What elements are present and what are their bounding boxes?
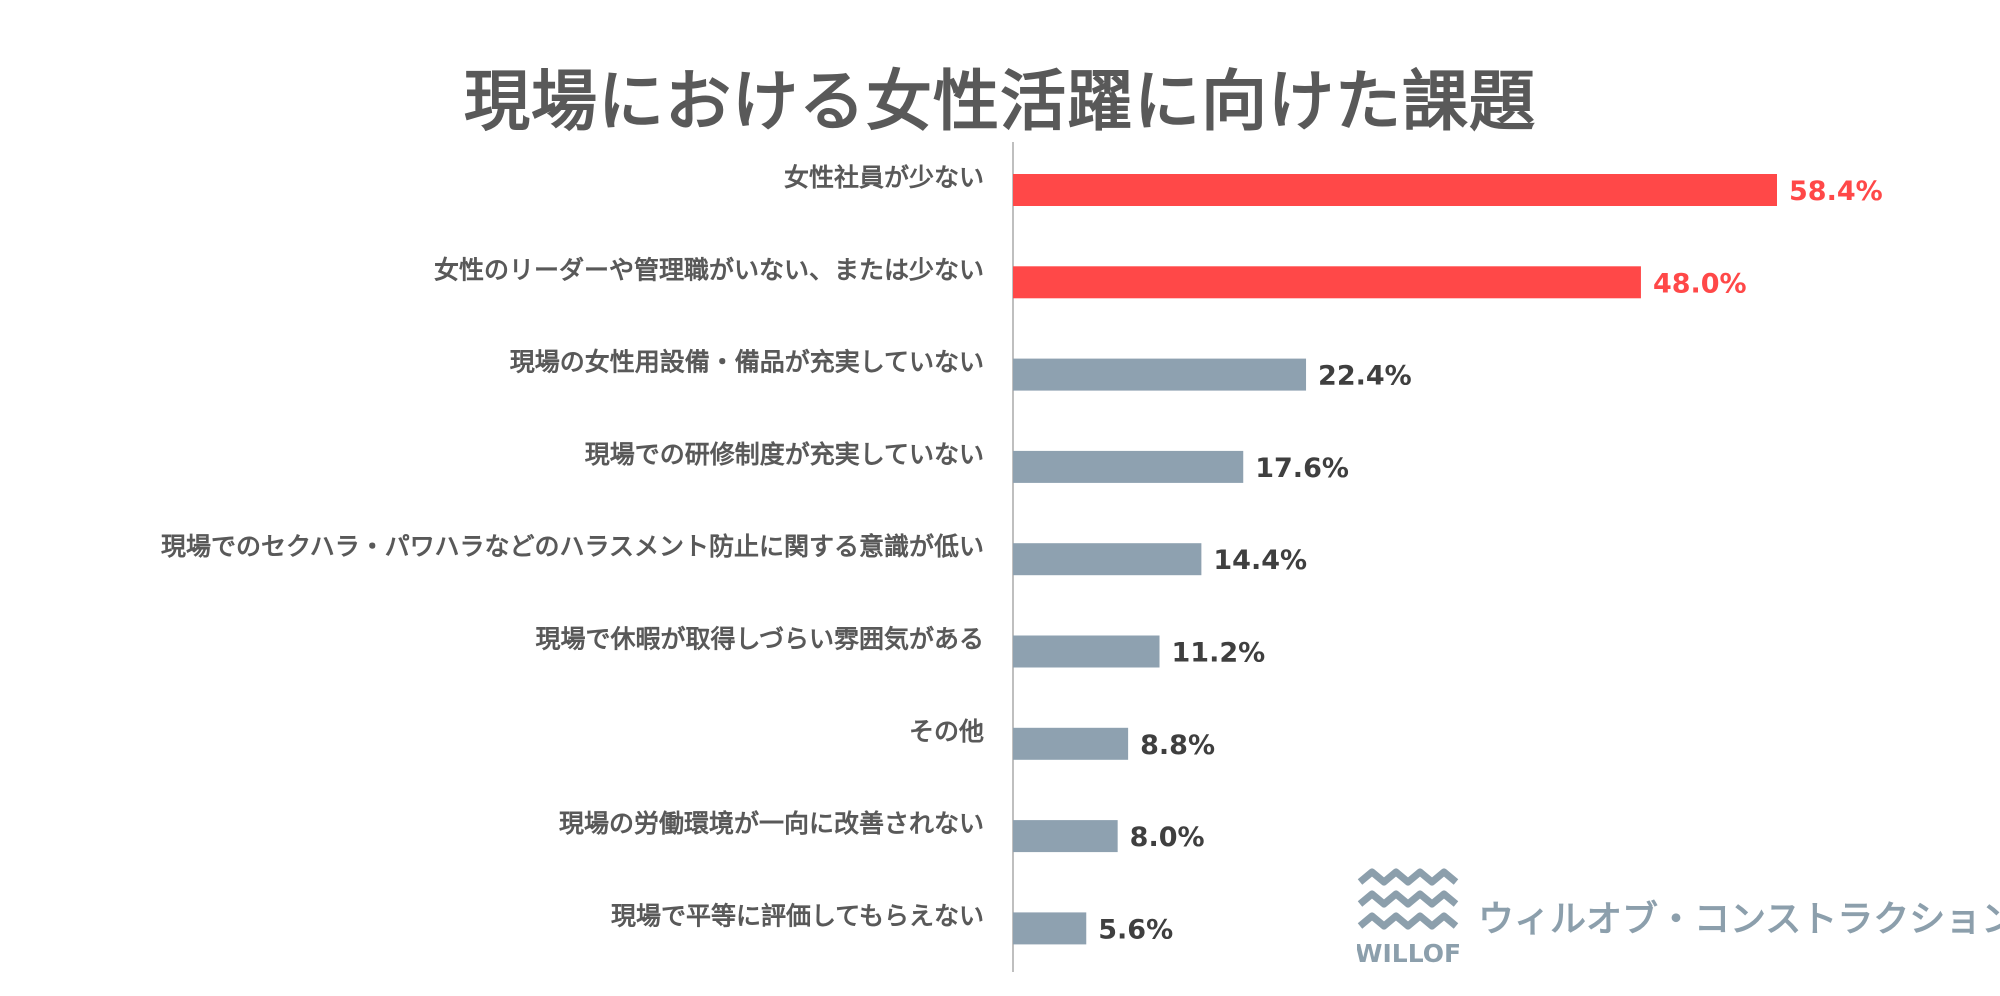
chart-title: 現場における女性活躍に向けた課題 <box>464 63 1536 140</box>
bar <box>1013 543 1202 576</box>
logo-text: WILLOF <box>1357 939 1461 968</box>
category-label: 現場で平等に評価してもらえない <box>611 901 984 930</box>
bar <box>1013 358 1307 391</box>
bar <box>1013 266 1641 299</box>
willof-logo-icon: WILLOF <box>1357 868 1461 968</box>
bar <box>1013 635 1160 668</box>
bar <box>1013 820 1118 853</box>
category-label: 現場で休暇が取得しづらい雰囲気がある <box>535 625 984 654</box>
bar <box>1013 450 1244 483</box>
value-label: 11.2% <box>1172 638 1266 669</box>
category-label: 現場の女性用設備・備品が充実していない <box>510 348 984 377</box>
brand-name: ウィルオブ・コンストラクション <box>1478 899 2000 940</box>
value-label: 8.0% <box>1130 822 1205 853</box>
value-label: 8.8% <box>1140 730 1215 761</box>
bar <box>1013 912 1087 945</box>
value-label: 5.6% <box>1098 914 1173 945</box>
value-label: 14.4% <box>1213 545 1307 576</box>
category-label: 女性のリーダーや管理職がいない、または少ない <box>434 255 984 284</box>
category-label: 現場での研修制度が充実していない <box>585 440 984 469</box>
bar <box>1013 727 1129 760</box>
bar <box>1013 174 1777 206</box>
value-label: 48.0% <box>1653 268 1747 299</box>
value-label: 17.6% <box>1255 453 1349 484</box>
category-label: 現場でのセクハラ・パワハラなどのハラスメント防止に関する意識が低い <box>161 532 984 561</box>
value-label: 22.4% <box>1318 361 1412 392</box>
category-label: 現場の労働環境が一向に改善されない <box>559 809 984 838</box>
value-label: 58.4% <box>1789 176 1883 207</box>
category-label: 女性社員が少ない <box>784 163 984 192</box>
category-label: その他 <box>909 717 984 746</box>
